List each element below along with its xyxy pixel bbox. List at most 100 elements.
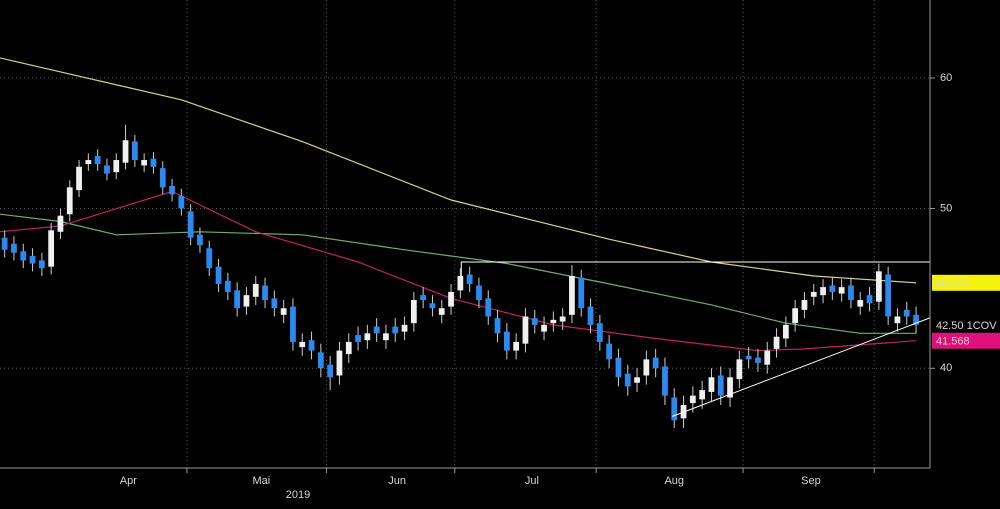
- candle-body: [596, 323, 603, 342]
- candle-body: [792, 308, 799, 324]
- x-tick-label: Sep: [801, 475, 821, 487]
- candle-body: [755, 357, 761, 363]
- candle-body: [531, 318, 538, 325]
- candle-body: [466, 274, 473, 284]
- candle-body: [727, 377, 733, 398]
- candle-body: [736, 359, 743, 380]
- candle-body: [810, 291, 817, 297]
- candle-body: [1, 237, 8, 250]
- candle-body: [494, 318, 501, 334]
- candle-body: [708, 377, 715, 392]
- candle-body: [438, 308, 445, 315]
- candle-body: [11, 243, 17, 253]
- candle-body: [57, 215, 64, 232]
- candle-body: [29, 255, 36, 264]
- candle-body: [875, 271, 882, 302]
- candle-body: [271, 298, 278, 309]
- candle-body: [373, 326, 380, 334]
- moving-average: [0, 57, 917, 284]
- candle-body: [327, 364, 334, 378]
- candle-body: [252, 283, 259, 297]
- candle-body: [48, 230, 55, 267]
- candle-body: [131, 141, 138, 161]
- candle-body: [671, 397, 678, 421]
- x-tick-label: Aug: [664, 475, 684, 487]
- candle-body: [317, 352, 324, 369]
- candle-body: [429, 303, 436, 309]
- candle-body: [113, 160, 120, 173]
- candle-body: [689, 395, 696, 404]
- candle-body: [569, 276, 575, 315]
- candle-body: [485, 298, 492, 317]
- candle-body: [345, 341, 352, 355]
- price-tag-label: 42.50 1COV: [936, 320, 997, 332]
- candle-body: [178, 195, 185, 209]
- candle-body: [215, 266, 222, 284]
- candle-body: [141, 160, 148, 166]
- candle-body: [392, 326, 399, 334]
- candle-body: [94, 156, 101, 165]
- x-tick-label: Apr: [120, 475, 137, 487]
- candle-body: [169, 185, 175, 195]
- candle-body: [197, 234, 203, 246]
- candle-body: [159, 168, 166, 188]
- candle-body: [662, 366, 668, 396]
- candle-body: [578, 277, 585, 309]
- candle-body: [122, 140, 129, 163]
- price-tag: [932, 332, 1000, 349]
- price-tag-label: 45.071: [936, 278, 970, 290]
- candle-body: [410, 300, 417, 324]
- candle-body: [308, 340, 315, 351]
- candle-body: [420, 295, 427, 301]
- y-tick-label: 60: [940, 72, 952, 84]
- candle-body: [745, 355, 752, 360]
- year-label: 2019: [286, 489, 310, 501]
- candle-body: [624, 373, 631, 387]
- candle-body: [299, 341, 306, 348]
- candle-body: [206, 248, 213, 269]
- candle-body: [820, 287, 826, 296]
- candle-body: [383, 333, 389, 341]
- candle-body: [355, 335, 361, 342]
- candle-body: [782, 324, 789, 339]
- candle-body: [913, 314, 919, 325]
- grid: [0, 0, 930, 468]
- candle-body: [773, 336, 780, 349]
- x-tick-label: Mai: [252, 475, 270, 487]
- candle-body: [634, 377, 640, 383]
- y-tick-label: 50: [940, 202, 952, 214]
- candle-body: [848, 285, 854, 301]
- candle-body: [364, 333, 371, 341]
- candle-body: [829, 285, 836, 292]
- candle-body: [401, 324, 408, 332]
- moving-average: [0, 213, 916, 334]
- candle-body: [280, 308, 287, 315]
- candle-body: [885, 274, 892, 317]
- candle-body: [587, 306, 594, 325]
- candle-body: [643, 359, 650, 376]
- candle-body: [764, 350, 771, 365]
- candle-body: [615, 357, 622, 378]
- plot-area: [0, 57, 930, 428]
- candle-body: [243, 295, 250, 307]
- candle-body: [522, 316, 529, 344]
- candle-body: [699, 390, 706, 400]
- candle-body: [559, 316, 566, 322]
- price-tag: [932, 274, 1000, 291]
- candle-body: [894, 316, 901, 324]
- candle-body: [20, 251, 27, 261]
- candle-body: [38, 260, 45, 269]
- price-tag: [932, 316, 1000, 333]
- candle-body: [187, 211, 194, 238]
- candle-body: [513, 341, 520, 351]
- candle-body: [652, 357, 659, 369]
- candle-body: [503, 331, 510, 351]
- candle-body: [866, 295, 873, 304]
- candle-body: [801, 300, 808, 310]
- candle-body: [336, 350, 343, 376]
- price-tag-label: 41.568: [936, 336, 970, 348]
- candle-body: [457, 276, 464, 291]
